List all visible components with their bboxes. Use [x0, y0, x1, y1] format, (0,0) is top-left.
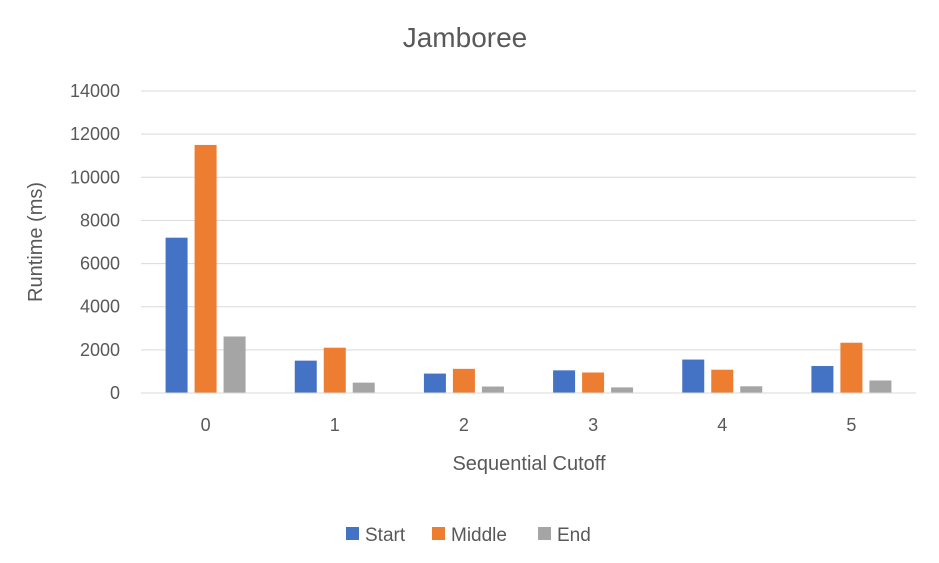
y-tick-label: 14000 — [70, 81, 120, 101]
legend: Start Middle End — [346, 525, 591, 546]
bar-end-4 — [740, 386, 763, 393]
legend-swatch-end — [538, 527, 551, 540]
x-axis-ticks: 0 1 2 3 4 5 — [201, 415, 857, 435]
bar-middle-4 — [711, 369, 734, 393]
bar-end-1 — [352, 382, 375, 393]
y-tick-label: 8000 — [80, 210, 120, 230]
y-axis-ticks: 0 2000 4000 6000 8000 10000 12000 14000 — [70, 81, 120, 403]
bar-start-1 — [294, 360, 317, 393]
bar-start-2 — [423, 373, 446, 393]
chart-title: Jamboree — [403, 22, 528, 53]
y-tick-label: 2000 — [80, 340, 120, 360]
x-tick-label: 1 — [330, 415, 340, 435]
bar-start-0 — [165, 237, 188, 393]
y-tick-label: 12000 — [70, 124, 120, 144]
y-tick-label: 4000 — [80, 297, 120, 317]
legend-swatch-start — [346, 527, 359, 540]
bar-middle-0 — [194, 144, 217, 393]
bar-end-0 — [223, 336, 246, 393]
bar-end-3 — [611, 387, 634, 393]
y-axis-title: Runtime (ms) — [25, 182, 47, 302]
x-tick-label: 4 — [717, 415, 727, 435]
x-tick-label: 3 — [588, 415, 598, 435]
bar-end-2 — [481, 386, 504, 393]
gridlines — [141, 90, 916, 351]
legend-label-end: End — [557, 525, 591, 546]
bar-middle-5 — [840, 342, 863, 393]
legend-label-middle: Middle — [451, 525, 507, 546]
x-axis-title: Sequential Cutoff — [452, 453, 606, 475]
bar-middle-2 — [452, 368, 475, 393]
x-tick-label: 2 — [459, 415, 469, 435]
y-tick-label: 6000 — [80, 254, 120, 274]
x-tick-label: 0 — [201, 415, 211, 435]
bar-middle-3 — [582, 372, 605, 393]
bar-start-4 — [682, 359, 705, 393]
bar-end-5 — [869, 380, 892, 393]
y-tick-label: 10000 — [70, 167, 120, 187]
bar-start-5 — [811, 366, 834, 393]
bars — [165, 144, 892, 393]
legend-label-start: Start — [365, 525, 406, 546]
bar-start-3 — [553, 370, 576, 393]
y-tick-label: 0 — [110, 383, 120, 403]
x-tick-label: 5 — [846, 415, 856, 435]
bar-middle-1 — [323, 347, 346, 393]
legend-swatch-middle — [432, 527, 445, 540]
